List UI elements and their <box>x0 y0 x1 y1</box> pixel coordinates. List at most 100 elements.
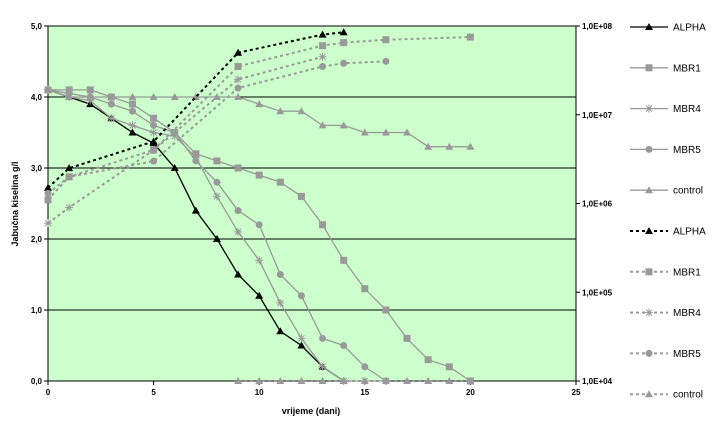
legend-label: MBR1 <box>673 267 701 278</box>
data-point <box>213 178 221 186</box>
data-point <box>234 62 242 70</box>
data-point <box>276 298 285 307</box>
data-point <box>276 377 285 384</box>
data-point <box>128 121 137 130</box>
data-point <box>234 84 242 92</box>
legend-swatch-marker <box>645 349 653 357</box>
data-point <box>276 271 284 278</box>
data-point <box>234 377 243 384</box>
data-point <box>445 363 453 371</box>
data-point <box>107 100 115 108</box>
data-point <box>255 291 264 299</box>
data-point <box>318 121 327 129</box>
series-line <box>47 31 344 189</box>
data-point <box>340 59 348 67</box>
legend-swatch-marker <box>645 308 653 317</box>
data-point <box>297 377 306 384</box>
legend-box <box>622 4 715 422</box>
legend-swatch-marker <box>645 390 653 398</box>
data-point <box>276 178 284 186</box>
data-point <box>340 342 348 349</box>
legend-item: MBR4 <box>630 308 701 319</box>
data-point <box>382 57 390 65</box>
legend-label: MBR5 <box>673 349 701 360</box>
legend-item: MBR5 <box>630 145 701 156</box>
data-point <box>361 363 369 371</box>
legend-item: MBR4 <box>630 104 701 115</box>
data-point <box>424 142 433 150</box>
legend-item: MBR5 <box>630 349 701 360</box>
data-point <box>255 256 264 265</box>
legend-item: ALPHA <box>630 227 706 238</box>
series-mbr5-left <box>44 86 390 385</box>
data-point <box>44 196 52 204</box>
y-left-tick-label: 3,0 <box>31 164 43 173</box>
data-point <box>466 33 474 41</box>
data-point <box>170 93 179 100</box>
legend-layer: ALPHA MBR1 MBR4 MBR5 control ALPHA MBR1 MBR4 MBR… <box>622 4 715 422</box>
data-point <box>149 137 158 145</box>
legend-swatch-marker <box>645 104 653 113</box>
data-point <box>149 93 158 100</box>
data-point <box>255 171 263 179</box>
data-point <box>318 377 327 384</box>
data-point <box>276 327 285 335</box>
legend-label: ALPHA <box>673 23 706 34</box>
y-right-tick-label: 1,0E+07 <box>582 111 613 120</box>
x-tick-label: 25 <box>572 388 581 397</box>
series-layer <box>44 28 475 385</box>
data-point <box>213 157 221 165</box>
data-point <box>445 142 454 150</box>
data-point <box>212 235 221 242</box>
data-point <box>318 30 327 38</box>
data-point <box>150 114 158 122</box>
legend-item: control <box>630 186 703 197</box>
legend-label: MBR5 <box>673 145 701 156</box>
data-point <box>403 334 411 342</box>
data-point <box>44 219 52 228</box>
x-tick-label: 5 <box>151 388 156 397</box>
legend-item: MBR1 <box>630 63 701 74</box>
series-alpha-right <box>44 28 348 191</box>
data-point <box>276 107 285 115</box>
data-point <box>149 128 158 137</box>
data-point <box>424 356 432 364</box>
data-point <box>319 62 327 70</box>
data-point <box>318 52 327 61</box>
x-tick-label: 0 <box>46 388 51 397</box>
data-point <box>319 221 327 229</box>
data-point <box>212 192 221 201</box>
y-left-tick-label: 4,0 <box>31 93 43 102</box>
data-point <box>297 341 306 349</box>
data-point <box>44 85 52 93</box>
y-right-tick-label: 1,0E+06 <box>582 200 613 209</box>
data-point <box>65 93 74 100</box>
data-point <box>382 36 390 44</box>
plot-area-background <box>48 26 576 381</box>
x-tick-label: 15 <box>360 388 369 397</box>
y-left-tick-label: 1,0 <box>31 306 43 315</box>
data-point <box>445 377 454 384</box>
data-point <box>339 377 348 384</box>
data-point <box>297 292 305 300</box>
legend-item: ALPHA <box>630 23 706 34</box>
data-point <box>192 157 200 165</box>
y-axis-title: Jabučna kiselina g/l <box>10 161 20 246</box>
data-point <box>150 157 158 165</box>
y-right-tick-label: 1,0E+04 <box>582 377 613 386</box>
legend-item: MBR1 <box>630 267 701 278</box>
data-point <box>128 107 136 115</box>
data-point <box>234 93 243 100</box>
data-point <box>86 86 94 94</box>
data-point <box>339 28 348 36</box>
data-point <box>65 86 73 94</box>
legend-item: control <box>630 390 703 401</box>
data-point <box>170 164 179 171</box>
data-point <box>65 203 74 212</box>
x-tick-label: 20 <box>466 388 475 397</box>
data-point <box>65 173 73 181</box>
data-point <box>318 362 327 371</box>
data-point <box>255 100 264 108</box>
data-point <box>297 334 306 343</box>
